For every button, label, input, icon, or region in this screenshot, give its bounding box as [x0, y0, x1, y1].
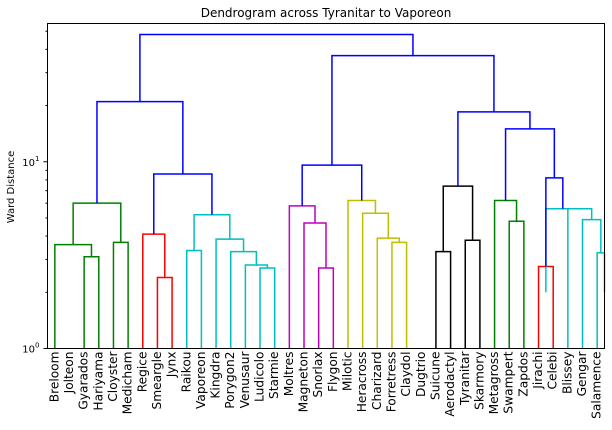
leaf-label-porygon2: Porygon2: [223, 352, 237, 409]
leaf-label-swampert: Swampert: [502, 351, 516, 413]
leaf-label-jynx: Jynx: [165, 352, 179, 379]
leaf-label-venusaur: Venusaur: [238, 351, 252, 409]
link-n17: [288, 205, 316, 349]
leaf-label-charizard: Charizard: [370, 352, 384, 411]
link-n11: [186, 249, 203, 349]
link-n7: [259, 267, 276, 349]
leaf-label-breloom: Breloom: [47, 352, 61, 403]
dendrogram-links: [54, 33, 606, 349]
link-n15: [317, 267, 335, 349]
link-n32: [545, 208, 580, 293]
link-n24: [464, 239, 481, 349]
link-n8: [244, 264, 269, 349]
plot-frame: [47, 23, 605, 349]
y-tick-label-0: 100: [22, 342, 39, 356]
leaf-label-heracross: Heracross: [355, 352, 369, 413]
leaf-label-vaporeon: Vaporeon: [194, 352, 208, 409]
link-n26: [508, 220, 525, 349]
leaf-label-starmie: Starmie: [267, 352, 281, 400]
leaf-label-smeargle: Smeargle: [150, 352, 164, 410]
link-n33: [545, 177, 564, 267]
link-n21: [347, 199, 377, 349]
link-n18: [391, 241, 408, 349]
leaf-label-jirachi: Jirachi: [531, 352, 545, 390]
link-n6: [142, 233, 166, 349]
leaf-label-salamence: Salamence: [590, 352, 604, 419]
link-n35: [457, 111, 531, 187]
leaf-label-snorlax: Snorlax: [311, 352, 325, 398]
leaf-label-suicune: Suicune: [428, 352, 442, 401]
leaf-label-kingdra: Kingdra: [209, 352, 223, 399]
leaf-label-ludicolo: Ludicolo: [253, 352, 267, 402]
leaf-label-dugtrio: Dugtrio: [414, 352, 428, 397]
leaf-label-moltres: Moltres: [282, 352, 296, 397]
link-n10: [215, 238, 245, 349]
link-n5: [156, 276, 173, 349]
leaf-labels: Breloom Jolteon Gyarados Hariyama Cloyster Me…: [47, 351, 603, 419]
leaf-label-zapdos: Zapdos: [516, 352, 530, 397]
y-tick-label-1: 101: [22, 155, 39, 169]
leaf-label-cloyster: Cloyster: [106, 351, 120, 402]
leaf-label-medicham: Medicham: [121, 352, 135, 415]
link-n13: [153, 173, 213, 235]
y-axis-ticks: 100 101: [22, 30, 48, 356]
leaf-label-metagross: Metagross: [487, 352, 501, 415]
link-n34: [504, 128, 556, 201]
y-axis-label: Ward Distance: [6, 151, 17, 224]
leaf-label-gengar: Gengar: [575, 351, 589, 397]
leaf-label-skarmory: Skarmory: [472, 352, 486, 410]
link-n36: [331, 54, 495, 166]
link-n12: [193, 214, 231, 251]
link-n27: [493, 199, 518, 349]
leaf-label-claydol: Claydol: [399, 352, 413, 397]
chart-title: Dendrogram across Tyranitar to Vaporeon: [201, 6, 452, 20]
link-n16: [303, 222, 327, 349]
link-n9: [229, 250, 258, 349]
leaf-label-forretress: Forretress: [384, 352, 398, 413]
leaf-label-milotic: Milotic: [340, 352, 354, 392]
leaf-label-tyranitar: Tyranitar: [458, 351, 472, 407]
leaf-label-magneton: Magneton: [297, 352, 311, 413]
link-n20: [361, 212, 390, 349]
link-n3: [112, 241, 129, 349]
leaf-label-raikou: Raikou: [179, 352, 193, 393]
link-n25: [442, 185, 474, 252]
leaf-label-flygon: Flygon: [326, 352, 340, 393]
link-n23: [435, 250, 452, 349]
leaf-label-jolteon: Jolteon: [62, 352, 76, 395]
link-n4: [72, 202, 122, 245]
link-n31: [567, 208, 593, 349]
link-n37: [139, 33, 414, 102]
link-n19: [376, 237, 401, 349]
leaf-label-hariyama: Hariyama: [91, 352, 105, 411]
link-n30: [581, 218, 602, 349]
leaf-label-aerodactyl: Aerodactyl: [443, 352, 457, 417]
link-n29: [596, 252, 606, 349]
link-n2: [54, 243, 93, 349]
leaf-label-celebi: Celebi: [546, 352, 560, 390]
link-n14: [96, 100, 184, 204]
link-n1: [83, 255, 100, 349]
leaf-label-regice: Regice: [135, 352, 149, 393]
leaf-label-blissey: Blissey: [560, 352, 574, 395]
leaf-label-gyarados: Gyarados: [77, 352, 91, 410]
